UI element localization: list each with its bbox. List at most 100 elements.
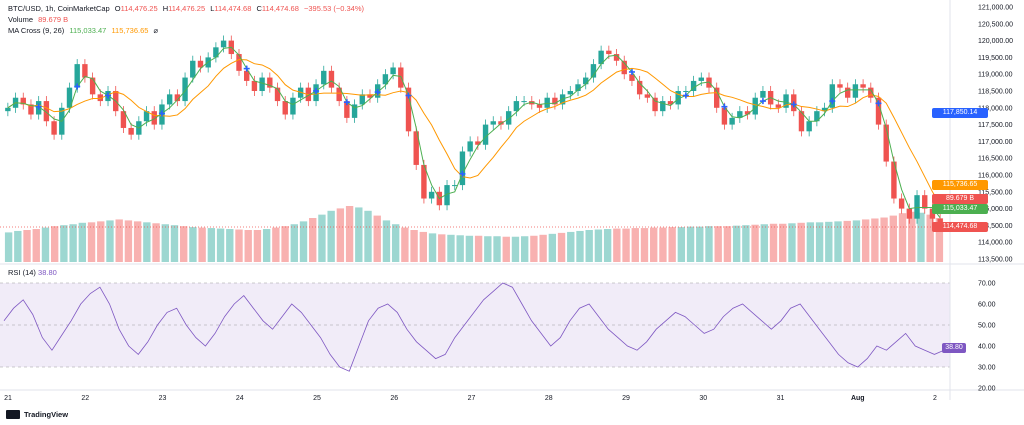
candle-body [74, 64, 80, 88]
price-axis-label: 121,000.00 [978, 5, 1013, 12]
candle-body [66, 87, 73, 108]
tag-ma-cross-level: 117,850.14 [932, 108, 988, 118]
volume-bar [926, 214, 934, 262]
tag-rsi: 38.80 [942, 343, 966, 353]
symbol-title[interactable]: BTC/USD, 1h, CoinMarketCap [8, 4, 110, 13]
volume-bar [438, 234, 446, 262]
candle-body [413, 131, 419, 165]
ma-cross-marker [829, 98, 836, 105]
ma-cross-marker [313, 88, 320, 94]
candle-body [760, 91, 766, 98]
candle-body [891, 161, 897, 199]
price-axis[interactable]: 121,000.00 120,500.00 120,000.00 119,500.00… [978, 5, 1013, 264]
candle-body [351, 104, 358, 118]
tradingview-logo[interactable]: TradingView [6, 410, 68, 419]
candle-body [482, 124, 489, 145]
candle-body [714, 87, 720, 108]
volume-bar [686, 226, 695, 262]
volume-bar [815, 222, 824, 262]
rsi-axis[interactable]: 70.00 60.00 50.00 40.00 30.00 20.00 [978, 281, 996, 393]
volume-bar [69, 224, 77, 262]
candle-body [652, 97, 658, 112]
time-axis[interactable]: 21 22 23 24 25 26 27 28 29 30 31 Aug 2 [4, 395, 937, 402]
close-label: C [256, 4, 262, 13]
volume-bar [299, 221, 308, 262]
candle-body [344, 101, 350, 118]
candle-body [875, 97, 882, 125]
ma-cross-label: MA Cross (9, 26) [8, 26, 65, 35]
candle-body [898, 198, 905, 209]
price-axis-label: 116,500.00 [978, 156, 1013, 163]
volume-bar [889, 215, 897, 262]
candle-body [382, 74, 389, 85]
volume-bar [235, 229, 243, 262]
candle-body [20, 97, 26, 105]
candle-body [667, 101, 674, 105]
candle-body [552, 97, 558, 105]
volume-bar [327, 210, 335, 262]
ma-cross-marker [759, 98, 766, 105]
settings-icon[interactable]: ⌀ [153, 26, 159, 35]
volume-bar [115, 219, 123, 262]
volume-bar [880, 217, 888, 262]
candle-body [336, 87, 342, 102]
volume-bar [262, 229, 271, 262]
candle-body [89, 77, 96, 95]
candle-body [590, 64, 597, 78]
volume-bar [788, 223, 796, 262]
high-label: H [162, 4, 169, 13]
volume-bar [401, 227, 409, 262]
candle-body [575, 84, 581, 91]
candle-body [644, 94, 651, 98]
candle-body [467, 141, 473, 152]
tag-volume: 89.679 B [932, 194, 988, 204]
candlesticks [5, 35, 943, 232]
volume-bar [521, 236, 529, 262]
volume-bar [87, 222, 96, 262]
candle-body [806, 121, 812, 132]
time-axis-label: 2 [933, 395, 937, 402]
tag-last-price: 114,474.68 [932, 222, 988, 232]
candle-body [274, 87, 281, 102]
candle-body [821, 107, 828, 112]
time-axis-label: 29 [622, 395, 630, 402]
candle-body [166, 94, 173, 105]
volume-bar [723, 226, 732, 262]
candle-body [513, 101, 520, 112]
candle-body [282, 101, 288, 115]
price-axis-label: 117,500.00 [978, 122, 1013, 129]
volume-bar [548, 233, 557, 262]
candle-body [922, 195, 928, 209]
time-axis-label: 31 [777, 395, 785, 402]
candle-body [683, 91, 689, 92]
symbol-legend[interactable]: BTC/USD, 1h, CoinMarketCap O114,476.25 H… [8, 4, 367, 14]
volume-bar [806, 222, 815, 262]
candle-body [613, 54, 620, 61]
volume-bar [935, 218, 944, 262]
volume-bar [539, 234, 547, 262]
volume-bar [779, 223, 787, 262]
candle-body [844, 87, 851, 98]
rsi-legend[interactable]: RSI (14) 38.80 [8, 268, 57, 277]
volume-bar [585, 230, 593, 262]
ma-cross-marker [105, 92, 112, 99]
rsi-axis-label: 60.00 [978, 302, 996, 309]
candle-body [737, 111, 743, 118]
candle-body [190, 60, 196, 78]
close-value: 114,474.68 [261, 4, 299, 13]
candle-body [290, 97, 296, 115]
ma-cross-marker [790, 101, 797, 108]
volume-bar [732, 225, 741, 262]
change-value: −395.53 (−0.34%) [303, 4, 365, 13]
volume-bar [419, 231, 427, 262]
candle-body [405, 87, 412, 132]
candle-body [452, 185, 458, 187]
rsi-axis-label: 20.00 [978, 386, 996, 393]
ma-cross-legend[interactable]: MA Cross (9, 26) 115,033.47 115,736.65 ⌀ [8, 26, 161, 36]
volume-bar [493, 236, 501, 262]
time-axis-label: Aug [851, 395, 865, 402]
volume-legend[interactable]: Volume 89.679 B [8, 15, 71, 25]
volume-bar [484, 236, 492, 262]
volume-bar [345, 206, 354, 262]
